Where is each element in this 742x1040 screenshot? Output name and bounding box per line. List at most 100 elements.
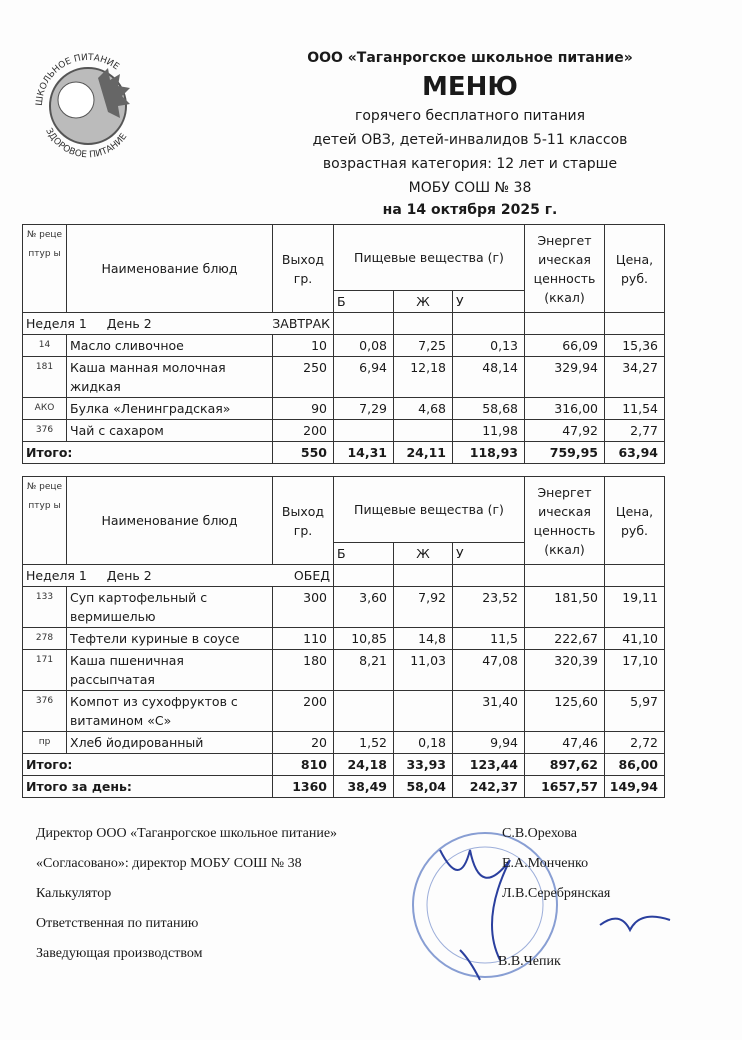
cell-u: 11,98 bbox=[452, 419, 525, 442]
cell-e: 47,46 bbox=[524, 731, 605, 754]
cell-out: 110 bbox=[272, 627, 334, 650]
cell-u: 58,68 bbox=[452, 397, 525, 420]
dish-name: Тефтели куриные в соусе bbox=[66, 627, 273, 650]
table-row: 133 Суп картофельный с вермишелью 300 3,6… bbox=[22, 586, 665, 628]
cell-out: 200 bbox=[272, 419, 334, 442]
total-out: 810 bbox=[272, 753, 334, 776]
meal-label: ЗАВТРАК bbox=[272, 316, 330, 331]
cell-u: 0,13 bbox=[452, 334, 525, 357]
cell-e: 329,94 bbox=[524, 356, 605, 398]
col-b: Б bbox=[333, 290, 394, 313]
total-label: Итого за день: bbox=[22, 775, 273, 798]
cell-p: 5,97 bbox=[604, 690, 665, 732]
cell-out: 90 bbox=[272, 397, 334, 420]
signature-role: Заведующая производством bbox=[36, 946, 203, 961]
table-row: 376 Чай с сахаром 200 11,98 47,92 2,77 bbox=[22, 419, 665, 442]
total-e: 759,95 bbox=[524, 441, 605, 464]
recipe-num: 376 bbox=[22, 690, 67, 732]
cell-zh: 4,68 bbox=[393, 397, 453, 420]
signature-name: С.В.Орехова bbox=[502, 826, 577, 841]
signature-name: В.В.Чепик bbox=[498, 954, 561, 969]
total-b: 24,18 bbox=[333, 753, 394, 776]
cell-b: 7,29 bbox=[333, 397, 394, 420]
week-label: Неделя 1 bbox=[26, 316, 87, 331]
cell-b: 1,52 bbox=[333, 731, 394, 754]
total-p: 86,00 bbox=[604, 753, 665, 776]
total-b: 14,31 bbox=[333, 441, 394, 464]
col-b: Б bbox=[333, 542, 394, 565]
col-price: Цена, руб. bbox=[604, 224, 665, 313]
meal-label: ОБЕД bbox=[293, 568, 330, 583]
recipe-num: 171 bbox=[22, 649, 67, 691]
total-u: 118,93 bbox=[452, 441, 525, 464]
signature-role: «Согласовано»: директор МОБУ СОШ № 38 bbox=[36, 856, 302, 871]
dish-name: Масло сливочное bbox=[66, 334, 273, 357]
day-label: День 2 bbox=[106, 316, 152, 331]
col-name: Наименование блюд bbox=[66, 224, 273, 313]
week-label: Неделя 1 bbox=[26, 568, 87, 583]
subtitle-1: горячего бесплатного питания bbox=[354, 108, 585, 124]
signature-name: Л.В.Серебрянская bbox=[502, 886, 611, 901]
col-output: Выход гр. bbox=[272, 476, 334, 565]
col-output: Выход гр. bbox=[272, 224, 334, 313]
cell-zh bbox=[393, 690, 453, 732]
cell-p: 15,36 bbox=[604, 334, 665, 357]
recipe-num: АКО bbox=[22, 397, 67, 420]
cell-zh: 7,92 bbox=[393, 586, 453, 628]
table-row: пр Хлеб йодированный 20 1,52 0,18 9,94 47,46… bbox=[22, 731, 665, 754]
cell-zh bbox=[393, 419, 453, 442]
cell-b: 6,94 bbox=[333, 356, 394, 398]
cell-b bbox=[333, 690, 394, 732]
recipe-num: 278 bbox=[22, 627, 67, 650]
signature-role: Директор ООО «Таганрогское школьное пита… bbox=[36, 826, 338, 841]
cell-out: 250 bbox=[272, 356, 334, 398]
cell-u: 48,14 bbox=[452, 356, 525, 398]
total-zh: 24,11 bbox=[393, 441, 453, 464]
cell-zh: 0,18 bbox=[393, 731, 453, 754]
total-row: Итого: 810 24,18 33,93 123,44 897,62 86,00 bbox=[22, 753, 665, 776]
total-label: Итого: bbox=[22, 753, 273, 776]
dish-name: Суп картофельный с вермишелью bbox=[66, 586, 273, 628]
cell-zh: 14,8 bbox=[393, 627, 453, 650]
cell-e: 222,67 bbox=[524, 627, 605, 650]
stamp-image bbox=[412, 832, 671, 981]
total-e: 897,62 bbox=[524, 753, 605, 776]
menu-date: на 14 октября 2025 г. bbox=[382, 202, 558, 218]
table-row: АКО Булка «Ленинградская» 90 7,29 4,68 58,6… bbox=[22, 397, 665, 420]
total-zh: 58,04 bbox=[393, 775, 453, 798]
cell-e: 47,92 bbox=[524, 419, 605, 442]
subtitle-4: МОБУ СОШ № 38 bbox=[408, 180, 532, 196]
recipe-num: 376 bbox=[22, 419, 67, 442]
total-row: Итого: 550 14,31 24,11 118,93 759,95 63,94 bbox=[22, 441, 665, 464]
total-u: 123,44 bbox=[452, 753, 525, 776]
cell-e: 316,00 bbox=[524, 397, 605, 420]
dish-name: Каша манная молочная жидкая bbox=[66, 356, 273, 398]
page-title: МЕНЮ bbox=[422, 72, 518, 102]
col-price: Цена, руб. bbox=[604, 476, 665, 565]
cell-out: 10 bbox=[272, 334, 334, 357]
recipe-num: 181 bbox=[22, 356, 67, 398]
meal-row: Неделя 1 День 2 ЗАВТРАК bbox=[22, 312, 665, 335]
cell-p: 11,54 bbox=[604, 397, 665, 420]
total-u: 242,37 bbox=[452, 775, 525, 798]
subtitle-3: возрастная категория: 12 лет и старше bbox=[322, 156, 618, 172]
cell-b: 8,21 bbox=[333, 649, 394, 691]
col-nutrients: Пищевые вещества (г) bbox=[333, 224, 525, 291]
cell-p: 17,10 bbox=[604, 649, 665, 691]
breakfast-table: № реце птур ы Наименование блюд Выход гр… bbox=[22, 224, 665, 464]
cell-u: 23,52 bbox=[452, 586, 525, 628]
total-b: 38,49 bbox=[333, 775, 394, 798]
cell-p: 19,11 bbox=[604, 586, 665, 628]
cell-b: 10,85 bbox=[333, 627, 394, 650]
col-name: Наименование блюд bbox=[66, 476, 273, 565]
dish-name: Чай с сахаром bbox=[66, 419, 273, 442]
cell-b bbox=[333, 419, 394, 442]
total-row: Итого за день: 1360 38,49 58,04 242,37 1657,… bbox=[22, 775, 665, 798]
signature-role: Калькулятор bbox=[36, 886, 112, 901]
cell-out: 180 bbox=[272, 649, 334, 691]
total-out: 550 bbox=[272, 441, 334, 464]
col-zh: Ж bbox=[393, 542, 453, 565]
logo-image: ШКОЛЬНОЕ ПИТАНИЕ ЗДОРОВОЕ ПИТАНИЕ bbox=[35, 53, 130, 160]
col-energy: Энергет ическая ценность (ккал) bbox=[524, 476, 605, 565]
day-label: День 2 bbox=[106, 568, 152, 583]
